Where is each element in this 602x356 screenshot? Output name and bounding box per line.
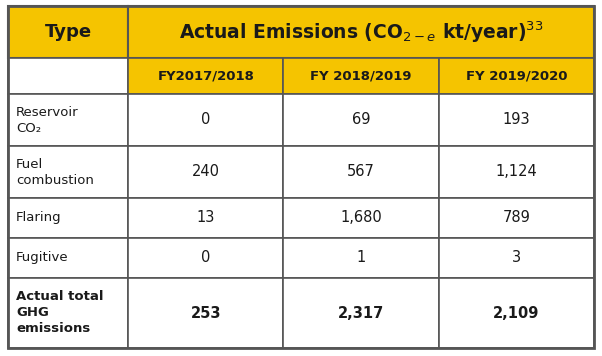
Bar — [8, 94, 128, 146]
Bar — [439, 94, 594, 146]
Text: 2,109: 2,109 — [493, 305, 539, 320]
Bar — [439, 278, 594, 348]
Text: 1,680: 1,680 — [340, 210, 382, 225]
Bar — [439, 198, 594, 238]
Text: 0: 0 — [201, 112, 211, 127]
Text: Fugitive: Fugitive — [16, 251, 69, 265]
Text: Reservoir
CO₂: Reservoir CO₂ — [16, 105, 79, 135]
Text: 2,317: 2,317 — [338, 305, 384, 320]
Bar — [8, 146, 128, 198]
Bar — [128, 146, 284, 198]
Bar — [284, 238, 439, 278]
Bar — [439, 238, 594, 278]
Bar — [128, 278, 284, 348]
Text: 789: 789 — [503, 210, 530, 225]
Text: 3: 3 — [512, 251, 521, 266]
Text: Type: Type — [45, 23, 92, 41]
Bar — [284, 146, 439, 198]
Text: FY 2018/2019: FY 2018/2019 — [310, 69, 412, 83]
Text: Actual total
GHG
emissions: Actual total GHG emissions — [16, 290, 104, 335]
Bar — [128, 94, 284, 146]
Bar — [284, 94, 439, 146]
Bar — [284, 58, 439, 94]
Text: FY2017/2018: FY2017/2018 — [157, 69, 254, 83]
Text: 193: 193 — [503, 112, 530, 127]
Bar — [284, 198, 439, 238]
Text: 240: 240 — [192, 164, 220, 179]
Bar — [284, 278, 439, 348]
Bar — [439, 58, 594, 94]
Bar — [8, 238, 128, 278]
Text: 1,124: 1,124 — [495, 164, 537, 179]
Text: FY 2019/2020: FY 2019/2020 — [465, 69, 567, 83]
Text: 0: 0 — [201, 251, 211, 266]
Bar — [8, 278, 128, 348]
Text: 1: 1 — [356, 251, 365, 266]
Text: Flaring: Flaring — [16, 211, 61, 225]
Bar — [128, 6, 594, 58]
Text: 13: 13 — [197, 210, 215, 225]
Bar — [128, 58, 284, 94]
Bar — [439, 146, 594, 198]
Text: Actual Emissions (CO$_{2-e}$ kt/year)$^{33}$: Actual Emissions (CO$_{2-e}$ kt/year)$^{… — [179, 19, 544, 45]
Bar — [8, 6, 128, 58]
Text: 69: 69 — [352, 112, 370, 127]
Text: 253: 253 — [190, 305, 221, 320]
Text: 567: 567 — [347, 164, 375, 179]
Bar — [8, 58, 128, 94]
Bar — [8, 198, 128, 238]
Text: Fuel
combustion: Fuel combustion — [16, 157, 94, 187]
Bar — [128, 238, 284, 278]
Bar — [128, 198, 284, 238]
